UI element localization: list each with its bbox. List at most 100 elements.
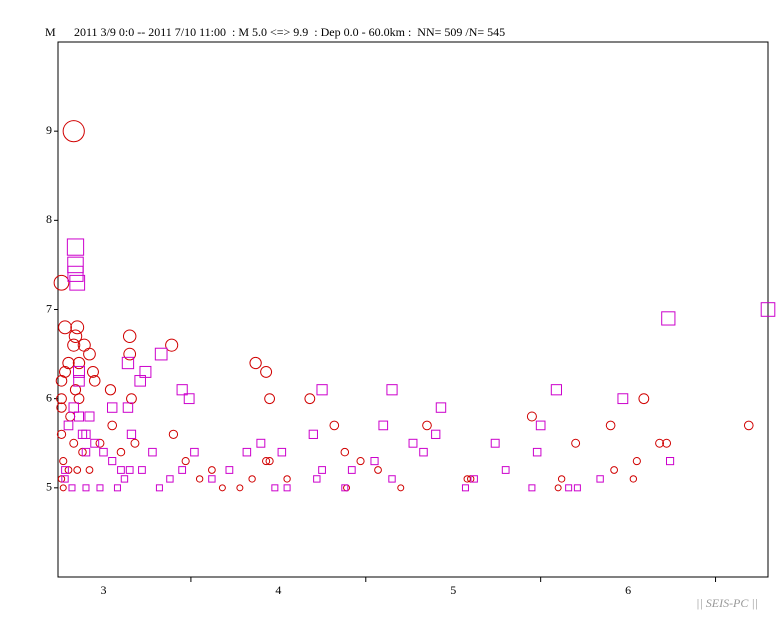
- quake-square: [90, 438, 100, 448]
- quake-circle: [236, 484, 244, 492]
- quake-square: [271, 484, 279, 492]
- y-tick-label: 7: [46, 301, 52, 315]
- quake-square: [117, 466, 125, 474]
- quake-circle: [122, 329, 137, 343]
- quake-circle: [743, 420, 754, 431]
- quake-circle: [463, 475, 471, 483]
- quake-circle: [248, 475, 256, 483]
- quake-square: [190, 447, 199, 457]
- quake-square: [760, 302, 776, 317]
- quake-circle: [343, 484, 351, 492]
- quake-circle: [126, 393, 137, 405]
- quake-circle: [123, 347, 137, 361]
- quake-square: [617, 393, 629, 405]
- quake-square: [256, 438, 266, 448]
- quake-circle: [116, 447, 126, 457]
- quake-square: [176, 384, 188, 396]
- quake-circle: [260, 365, 273, 378]
- quake-square: [370, 457, 379, 466]
- quake-square: [316, 384, 328, 396]
- quake-square: [347, 466, 356, 474]
- quake-circle: [56, 429, 67, 439]
- quake-square: [82, 484, 90, 492]
- quake-circle: [165, 338, 179, 352]
- quake-square: [550, 384, 562, 396]
- quake-square: [107, 402, 118, 413]
- quake-square: [535, 420, 546, 431]
- quake-circle: [629, 475, 638, 483]
- quake-square: [155, 484, 163, 492]
- quake-square: [501, 466, 510, 474]
- quake-circle: [632, 457, 641, 466]
- quake-circle: [605, 420, 616, 431]
- quake-circle: [73, 466, 82, 474]
- quake-square: [378, 420, 389, 431]
- quake-circle: [65, 411, 76, 422]
- quake-circle: [73, 393, 85, 405]
- quake-square: [225, 466, 234, 474]
- quake-circle: [655, 438, 665, 448]
- quake-circle: [304, 393, 316, 405]
- quake-circle: [77, 338, 91, 352]
- quake-square: [120, 475, 129, 483]
- quake-square: [69, 274, 86, 291]
- quake-circle: [62, 120, 85, 143]
- quake-square: [125, 466, 134, 474]
- quake-square: [573, 484, 581, 492]
- quake-square: [63, 420, 74, 431]
- quake-circle: [554, 484, 562, 492]
- quake-circle: [638, 393, 650, 405]
- quake-square: [148, 447, 157, 457]
- quake-square: [388, 475, 396, 483]
- quake-square: [81, 429, 91, 439]
- quake-circle: [422, 420, 432, 431]
- quake-circle: [195, 475, 204, 483]
- quake-square: [490, 438, 500, 448]
- quake-circle: [262, 457, 271, 466]
- quake-circle: [265, 457, 274, 466]
- quake-circle: [526, 411, 537, 422]
- quake-circle: [130, 438, 140, 448]
- quake-square: [126, 429, 137, 439]
- quake-square: [121, 356, 135, 370]
- y-axis-label: M: [45, 25, 56, 39]
- y-tick-label: 6: [46, 390, 52, 404]
- quake-square: [208, 475, 216, 483]
- quake-square: [67, 265, 84, 282]
- footer: || SEIS-PC ||: [696, 596, 758, 610]
- quake-square: [108, 457, 117, 466]
- quake-square: [68, 484, 76, 492]
- quake-circle: [107, 420, 118, 431]
- quake-circle: [85, 466, 94, 474]
- y-tick-label: 8: [46, 212, 52, 226]
- quake-square: [341, 484, 349, 492]
- quake-square: [66, 238, 85, 256]
- plot-frame: [57, 41, 769, 578]
- quake-square: [113, 484, 121, 492]
- quake-circle: [56, 393, 67, 405]
- quake-square: [665, 457, 675, 466]
- quake-square: [313, 475, 321, 483]
- quake-square: [73, 365, 85, 378]
- quake-square: [596, 475, 604, 483]
- quake-circle: [397, 484, 405, 492]
- quake-circle: [88, 375, 101, 387]
- quake-square: [81, 447, 91, 457]
- quake-circle: [208, 466, 216, 474]
- quake-square: [96, 484, 104, 492]
- quake-circle: [59, 484, 67, 492]
- quake-circle: [168, 429, 179, 439]
- quake-square: [435, 402, 447, 413]
- quake-circle: [374, 466, 382, 474]
- quake-circle: [283, 475, 291, 483]
- x-tick-label: 4: [275, 583, 281, 597]
- quake-circle: [70, 320, 85, 335]
- quake-circle: [67, 338, 81, 352]
- quake-circle: [557, 475, 566, 483]
- quake-square: [138, 466, 146, 474]
- quake-circle: [58, 320, 72, 335]
- quake-square: [67, 256, 84, 274]
- quake-square: [308, 429, 318, 439]
- quake-circle: [329, 420, 340, 431]
